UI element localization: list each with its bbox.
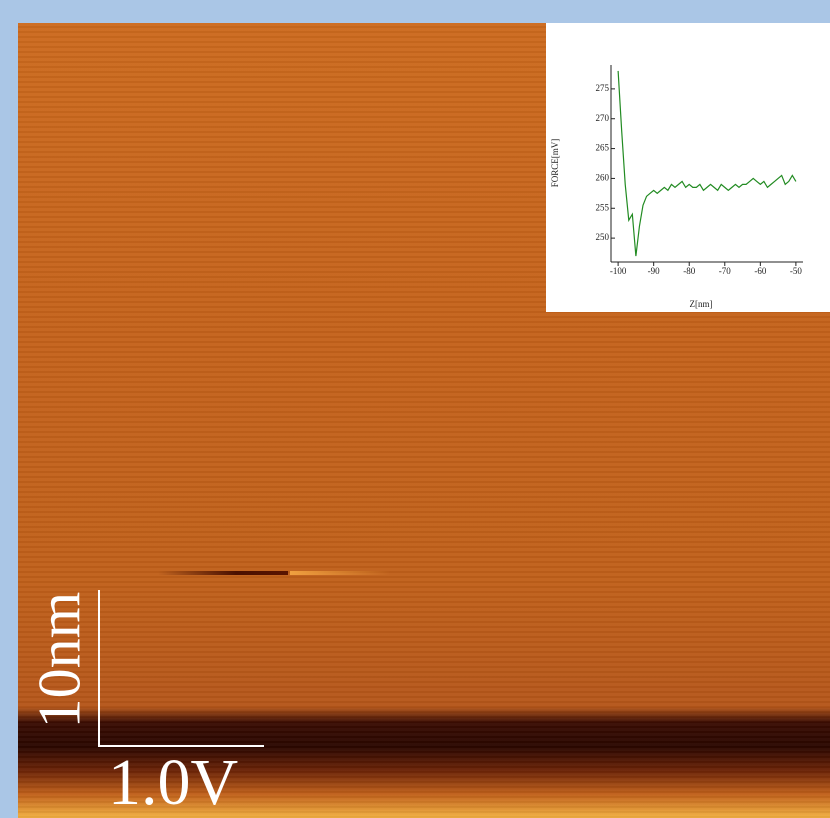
scale-bar-vertical xyxy=(98,590,100,746)
y-tick-label: 255 xyxy=(596,202,610,212)
y-tick-label: 265 xyxy=(596,143,610,153)
x-tick-label: -80 xyxy=(683,266,695,276)
x-tick-label: -90 xyxy=(648,266,660,276)
y-axis-label: FORCE[mV] xyxy=(550,139,560,188)
dark-streak xyxy=(158,571,288,575)
x-tick-label: -50 xyxy=(790,266,802,276)
bright-streak xyxy=(290,571,390,575)
page: 10nm 1.0V FORCE[mV] Z[nm] 250 255 260 265 27… xyxy=(0,0,830,818)
y-tick-label: 275 xyxy=(596,83,610,93)
y-tick-label: 260 xyxy=(596,172,610,182)
force-curve-inset: FORCE[mV] Z[nm] 250 255 260 265 270 275 -100 -9… xyxy=(546,23,830,312)
vertical-scale-label: 10nm xyxy=(26,592,95,729)
x-axis-label: Z[nm] xyxy=(690,299,713,309)
y-tick-label: 250 xyxy=(596,232,610,242)
horizontal-scale-label: 1.0V xyxy=(108,745,238,818)
x-tick-label: -60 xyxy=(754,266,766,276)
x-tick-label: -100 xyxy=(610,266,627,276)
x-tick-label: -70 xyxy=(719,266,731,276)
y-tick-label: 270 xyxy=(596,113,610,123)
